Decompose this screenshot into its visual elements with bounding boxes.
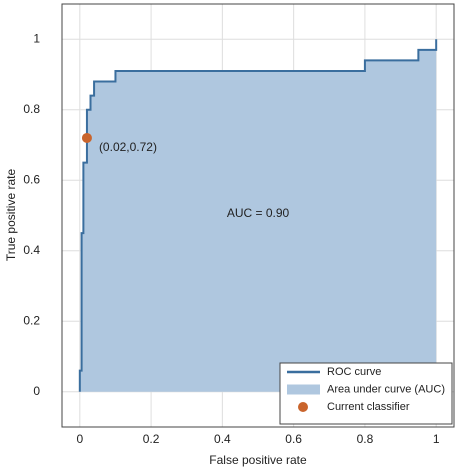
auc-annotation: AUC = 0.90 — [227, 206, 290, 220]
legend-label: Area under curve (AUC) — [327, 383, 445, 395]
x-tick-label: 0.8 — [357, 432, 374, 446]
marks — [78, 39, 438, 392]
legend-area — [287, 384, 320, 395]
y-tick-label: 0 — [33, 384, 40, 398]
legend-label: Current classifier — [327, 401, 410, 413]
y-tick-label: 1 — [33, 31, 40, 45]
legend-point — [298, 402, 308, 412]
legend-label: ROC curve — [327, 366, 381, 378]
x-tick-label: 0.4 — [214, 432, 231, 446]
x-axis-label: False positive rate — [209, 453, 307, 467]
y-tick-label: 0.2 — [23, 313, 40, 327]
y-tick-label: 0.8 — [23, 102, 40, 116]
auc-area — [79, 39, 437, 392]
x-tick-label: 0 — [76, 432, 83, 446]
x-tick-label: 1 — [433, 432, 440, 446]
y-tick-label: 0.4 — [23, 243, 40, 257]
legend: ROC curve Area under curve (AUC) Current c… — [279, 362, 453, 425]
y-axis-label: True positive rate — [4, 169, 18, 262]
roc-line — [78, 39, 438, 392]
plot-frame — [61, 3, 455, 428]
y-tick-label: 0.6 — [23, 172, 40, 186]
point-annotation: (0.02,0.72) — [99, 140, 157, 154]
classifier-point — [81, 132, 92, 143]
x-tick-label: 0.6 — [285, 432, 302, 446]
x-tick-label: 0.2 — [143, 432, 160, 446]
